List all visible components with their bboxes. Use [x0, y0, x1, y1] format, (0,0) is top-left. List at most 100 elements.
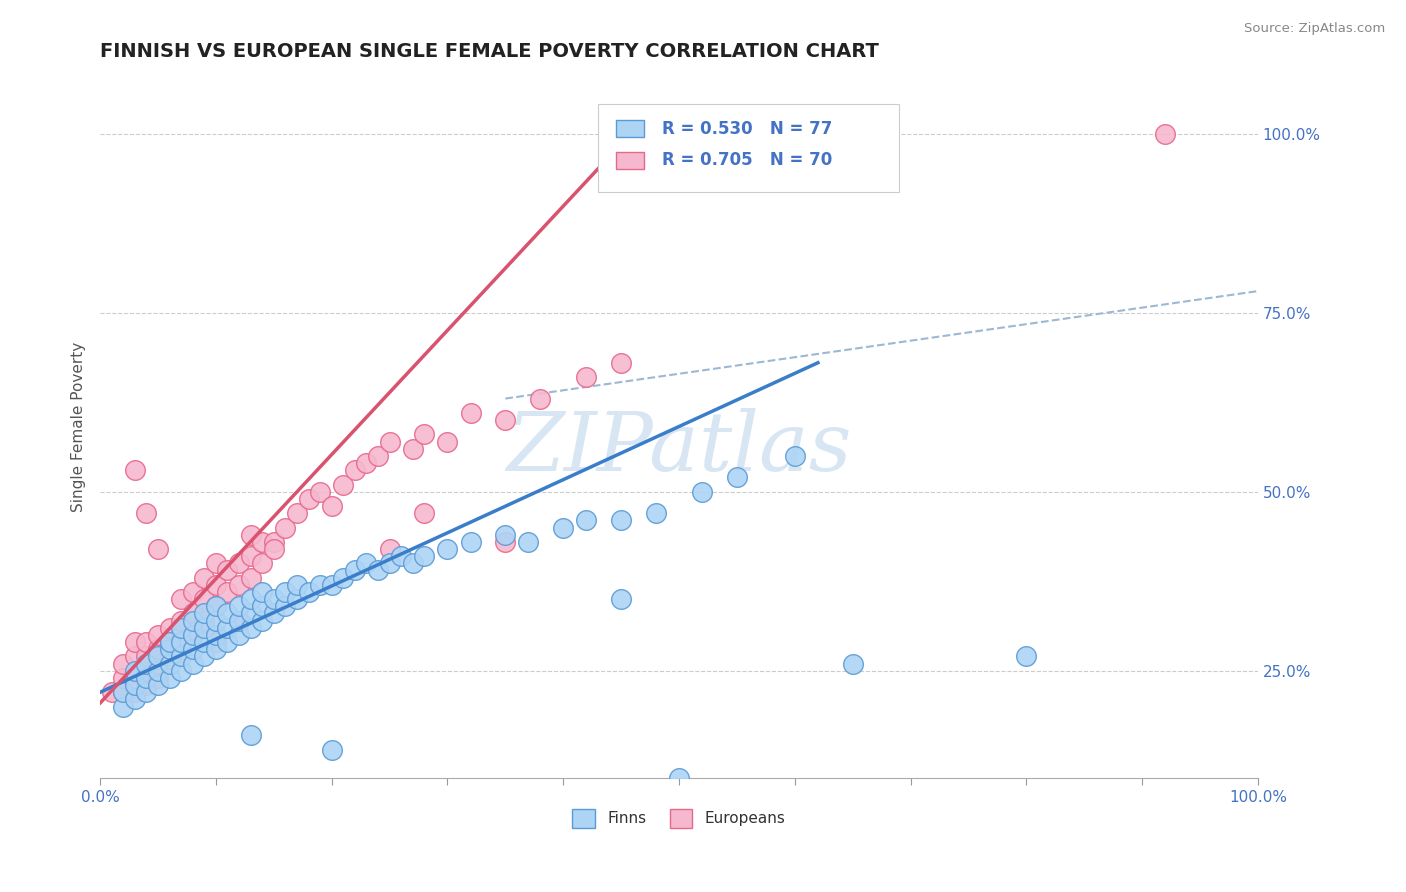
Text: ZIPatlas: ZIPatlas: [506, 409, 852, 488]
Point: [135, 657, 157, 671]
Point: [274, 520, 297, 534]
Point: [170, 642, 193, 657]
Point: [217, 585, 239, 599]
Point: [389, 549, 412, 563]
Point: [146, 657, 169, 671]
Point: [297, 491, 319, 506]
Text: Source: ZipAtlas.com: Source: ZipAtlas.com: [1244, 22, 1385, 36]
Point: [610, 592, 633, 607]
Point: [460, 534, 482, 549]
Point: [263, 534, 285, 549]
Point: [239, 571, 262, 585]
Point: [402, 442, 425, 456]
Point: [367, 564, 389, 578]
Point: [135, 649, 157, 664]
Point: [146, 671, 169, 685]
Point: [610, 356, 633, 370]
Point: [413, 506, 436, 520]
Point: [644, 506, 666, 520]
Point: [181, 628, 204, 642]
Point: [124, 463, 146, 477]
Point: [112, 685, 135, 699]
Point: [217, 635, 239, 649]
FancyBboxPatch shape: [616, 120, 644, 137]
Point: [239, 621, 262, 635]
Point: [228, 614, 250, 628]
Point: [112, 699, 135, 714]
Point: [135, 635, 157, 649]
Point: [205, 557, 228, 571]
Point: [725, 470, 748, 484]
Point: [205, 642, 228, 657]
Point: [690, 484, 713, 499]
Point: [250, 585, 273, 599]
Point: [367, 449, 389, 463]
Point: [205, 635, 228, 649]
Point: [193, 635, 215, 649]
Point: [170, 649, 193, 664]
Point: [159, 621, 181, 635]
Point: [529, 392, 551, 406]
Point: [193, 607, 215, 621]
Point: [181, 607, 204, 621]
Point: [205, 578, 228, 592]
Point: [285, 506, 308, 520]
Point: [494, 534, 516, 549]
Point: [124, 635, 146, 649]
Point: [146, 628, 169, 642]
Point: [181, 628, 204, 642]
Point: [239, 527, 262, 541]
Y-axis label: Single Female Poverty: Single Female Poverty: [72, 343, 86, 512]
Point: [250, 557, 273, 571]
Point: [135, 678, 157, 692]
FancyBboxPatch shape: [598, 104, 898, 192]
Point: [332, 477, 354, 491]
Point: [228, 614, 250, 628]
Point: [217, 564, 239, 578]
Text: R = 0.705   N = 70: R = 0.705 N = 70: [662, 152, 832, 169]
Point: [250, 534, 273, 549]
Point: [228, 628, 250, 642]
Point: [494, 413, 516, 427]
Point: [170, 592, 193, 607]
Point: [124, 671, 146, 685]
Point: [378, 541, 401, 556]
Point: [228, 578, 250, 592]
Point: [217, 621, 239, 635]
Point: [159, 635, 181, 649]
Point: [146, 664, 169, 678]
Point: [321, 499, 343, 513]
Point: [575, 370, 598, 384]
Point: [332, 571, 354, 585]
Point: [217, 607, 239, 621]
Point: [378, 557, 401, 571]
Point: [378, 434, 401, 449]
Point: [309, 578, 332, 592]
Point: [668, 771, 690, 785]
Point: [413, 427, 436, 442]
Point: [159, 642, 181, 657]
Point: [170, 635, 193, 649]
Point: [343, 463, 366, 477]
Point: [124, 649, 146, 664]
Point: [135, 685, 157, 699]
Point: [112, 657, 135, 671]
Point: [112, 685, 135, 699]
Point: [193, 571, 215, 585]
Point: [517, 534, 540, 549]
Point: [146, 649, 169, 664]
Point: [841, 657, 863, 671]
Point: [228, 599, 250, 614]
Point: [146, 541, 169, 556]
Point: [170, 621, 193, 635]
Point: [263, 592, 285, 607]
Point: [263, 607, 285, 621]
Point: [239, 592, 262, 607]
Point: [181, 657, 204, 671]
Point: [159, 635, 181, 649]
Point: [783, 449, 806, 463]
Point: [205, 599, 228, 614]
Point: [181, 642, 204, 657]
Point: [575, 513, 598, 527]
Point: [124, 664, 146, 678]
